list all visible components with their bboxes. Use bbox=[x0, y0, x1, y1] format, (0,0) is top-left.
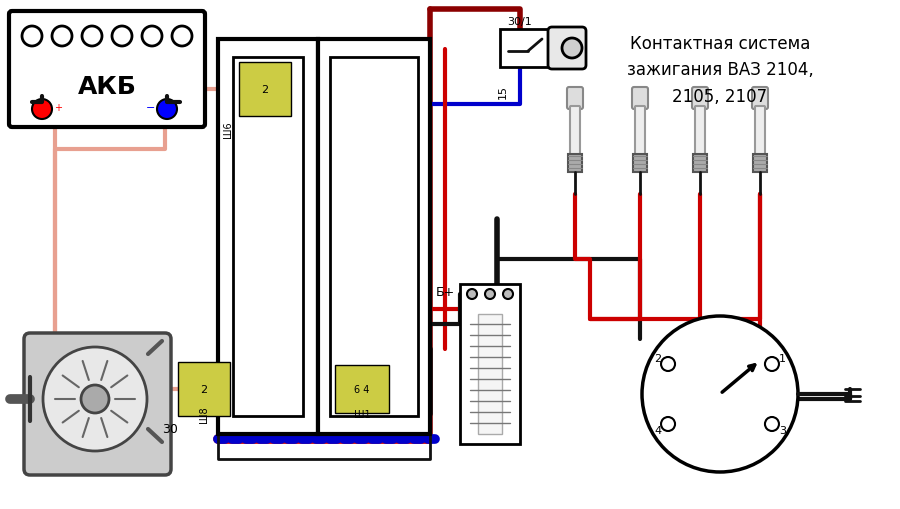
Circle shape bbox=[43, 347, 147, 451]
Circle shape bbox=[765, 357, 779, 371]
Text: 4: 4 bbox=[654, 425, 662, 435]
Text: АКБ: АКБ bbox=[77, 75, 137, 99]
Circle shape bbox=[642, 317, 798, 472]
FancyBboxPatch shape bbox=[9, 12, 205, 128]
Circle shape bbox=[661, 417, 675, 431]
FancyBboxPatch shape bbox=[567, 88, 583, 110]
Text: −: − bbox=[146, 103, 155, 113]
Text: 6 4: 6 4 bbox=[355, 384, 370, 394]
Circle shape bbox=[32, 100, 52, 120]
Bar bbox=[233, 58, 303, 416]
Circle shape bbox=[81, 385, 109, 413]
FancyBboxPatch shape bbox=[752, 88, 768, 110]
FancyBboxPatch shape bbox=[695, 107, 705, 159]
Bar bbox=[318, 40, 430, 434]
Circle shape bbox=[52, 27, 72, 47]
Bar bbox=[460, 285, 520, 444]
Text: 30: 30 bbox=[162, 422, 178, 436]
Circle shape bbox=[562, 39, 582, 59]
Circle shape bbox=[485, 290, 495, 299]
Bar bbox=[218, 40, 318, 434]
Text: 2: 2 bbox=[654, 353, 662, 363]
Circle shape bbox=[157, 100, 177, 120]
Text: 2: 2 bbox=[261, 85, 268, 95]
FancyBboxPatch shape bbox=[755, 107, 765, 159]
Circle shape bbox=[22, 27, 42, 47]
Circle shape bbox=[142, 27, 162, 47]
Circle shape bbox=[503, 290, 513, 299]
Text: 3: 3 bbox=[778, 425, 786, 435]
FancyBboxPatch shape bbox=[24, 333, 171, 475]
Bar bbox=[478, 315, 502, 434]
Text: Ш6: Ш6 bbox=[223, 122, 233, 138]
Bar bbox=[568, 155, 582, 173]
Bar bbox=[753, 155, 767, 173]
Text: Б+: Б+ bbox=[436, 286, 455, 299]
Circle shape bbox=[661, 357, 675, 371]
FancyBboxPatch shape bbox=[632, 88, 648, 110]
FancyBboxPatch shape bbox=[548, 28, 586, 70]
Circle shape bbox=[82, 27, 102, 47]
Text: 30/1: 30/1 bbox=[508, 17, 533, 27]
Text: Ш1: Ш1 bbox=[354, 409, 370, 419]
Circle shape bbox=[467, 290, 477, 299]
Bar bbox=[500, 30, 565, 68]
Text: Контактная система
зажигания ВАЗ 2104,
2105, 2107: Контактная система зажигания ВАЗ 2104, 2… bbox=[626, 35, 814, 105]
FancyBboxPatch shape bbox=[692, 88, 708, 110]
Text: +: + bbox=[54, 103, 62, 113]
FancyBboxPatch shape bbox=[570, 107, 580, 159]
Text: 2: 2 bbox=[201, 384, 208, 394]
FancyBboxPatch shape bbox=[635, 107, 645, 159]
Circle shape bbox=[172, 27, 192, 47]
Text: 15: 15 bbox=[498, 85, 508, 99]
Bar bbox=[330, 58, 418, 416]
Text: Ш8: Ш8 bbox=[199, 406, 209, 422]
Bar bbox=[693, 155, 707, 173]
Circle shape bbox=[765, 417, 779, 431]
Circle shape bbox=[112, 27, 132, 47]
Text: 1: 1 bbox=[778, 353, 786, 363]
Bar bbox=[633, 155, 647, 173]
